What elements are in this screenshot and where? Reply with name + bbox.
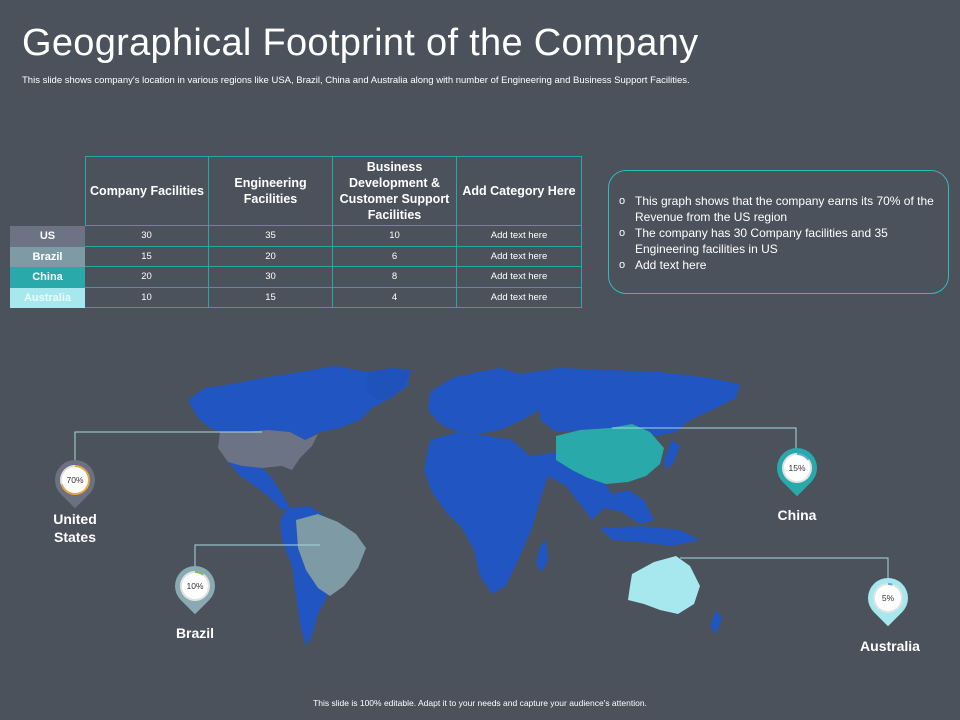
column-header: Engineering Facilities: [209, 156, 333, 226]
china-shape: [556, 424, 664, 484]
table-cell: 10: [333, 226, 457, 247]
percent-label: 70%: [62, 467, 88, 493]
percent-label: 10%: [182, 573, 208, 599]
bullet-item: o This graph shows that the company earn…: [619, 193, 934, 225]
table-cell: 10: [85, 287, 209, 308]
brazil-shape: [296, 514, 366, 596]
column-header: Add Category Here: [457, 156, 582, 226]
bullet-item: o Add text here: [619, 257, 934, 273]
row-label-australia: Australia: [10, 287, 85, 308]
table-cell: 20: [209, 246, 333, 267]
table-cell: Add text here: [457, 267, 582, 288]
bullet-marker: o: [619, 195, 626, 207]
usa-shape: [218, 430, 318, 470]
table-cell: 15: [85, 246, 209, 267]
country-label-australia: Australia: [860, 638, 920, 654]
pin-australia: 5%: [859, 569, 917, 630]
bullet-marker: o: [619, 227, 626, 239]
north-america-shape: [188, 366, 410, 440]
bullet-text: The company has 30 Company facilities an…: [635, 226, 888, 256]
table-row: Brazil 15 20 6 Add text here: [10, 246, 584, 267]
bullet-text: Add text here: [635, 258, 707, 272]
table-cell: 30: [85, 226, 209, 247]
central-america-shape: [228, 462, 290, 510]
europe-shape: [428, 368, 552, 434]
country-label-brazil: Brazil: [175, 625, 215, 641]
table-header-row: Company Facilities Engineering Facilitie…: [85, 156, 584, 226]
pin-united-states: 70%: [46, 451, 104, 512]
new-zealand-shape: [710, 610, 722, 634]
table-cell: Add text here: [457, 226, 582, 247]
slide-footer: This slide is 100% editable. Adapt it to…: [313, 698, 647, 708]
column-header: Business Development & Customer Support …: [333, 156, 457, 226]
info-box: o This graph shows that the company earn…: [608, 170, 949, 294]
country-label-china: China: [777, 507, 817, 523]
table-cell: 30: [209, 267, 333, 288]
asia-shape: [520, 368, 740, 436]
percent-label: 5%: [875, 585, 901, 611]
table-cell: Add text here: [457, 246, 582, 267]
japan-shape: [664, 440, 680, 470]
africa-shape: [424, 432, 548, 594]
bullet-marker: o: [619, 259, 626, 271]
table-cell: 8: [333, 267, 457, 288]
row-label-us: US: [10, 226, 85, 247]
percent-label: 15%: [784, 455, 810, 481]
table-cell: 6: [333, 246, 457, 267]
indonesia-shape: [600, 526, 700, 546]
country-label-us: United States: [53, 511, 97, 545]
table-cell: 4: [333, 287, 457, 308]
table-cell: 20: [85, 267, 209, 288]
pin-brazil: 10%: [166, 557, 224, 618]
connector-line: [194, 544, 320, 568]
connector-line: [612, 427, 797, 448]
connector-line: [680, 557, 889, 578]
column-header: Company Facilities: [85, 156, 209, 226]
slide-title: Geographical Footprint of the Company: [22, 22, 699, 64]
bullet-text: This graph shows that the company earns …: [635, 194, 934, 224]
row-label-china: China: [10, 267, 85, 288]
australia-shape: [628, 556, 700, 614]
table-row: US 30 35 10 Add text here: [10, 226, 584, 247]
slide-subtitle: This slide shows company's location in v…: [22, 75, 690, 86]
table-row: China 20 30 8 Add text here: [10, 267, 584, 288]
madagascar-shape: [536, 540, 548, 572]
facilities-table: Company Facilities Engineering Facilitie…: [10, 156, 584, 308]
table-row: Australia 10 15 4 Add text here: [10, 287, 584, 308]
pin-china: 15%: [768, 439, 826, 500]
greenland-shape: [366, 368, 412, 400]
row-label-brazil: Brazil: [10, 246, 85, 267]
connector-line: [74, 431, 262, 462]
south-asia-shape: [530, 452, 654, 524]
table-cell: 35: [209, 226, 333, 247]
bullet-item: o The company has 30 Company facilities …: [619, 225, 934, 257]
table-cell: 15: [209, 287, 333, 308]
table-cell: Add text here: [457, 287, 582, 308]
